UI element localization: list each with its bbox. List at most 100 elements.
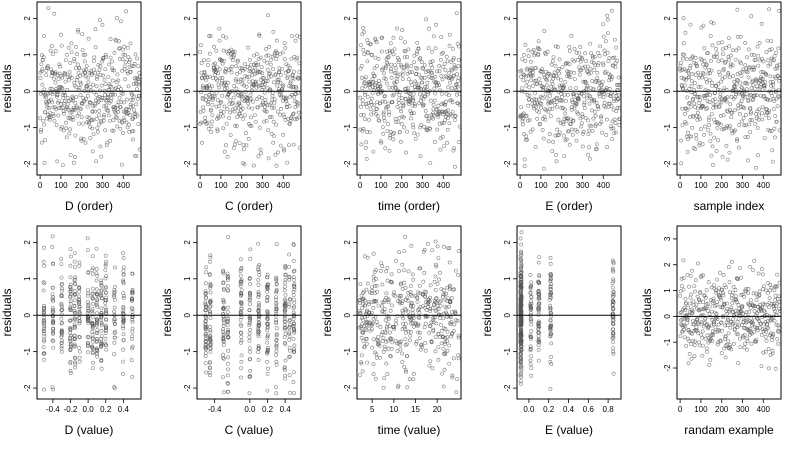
residual-point [420,291,425,296]
residual-point [554,100,559,105]
residual-point [207,334,212,338]
residual-point [399,339,404,344]
residual-point [711,329,715,334]
residual-point [711,102,716,107]
residual-point [401,115,406,120]
residual-point [767,98,772,103]
residual-point [405,65,410,70]
residual-point [521,116,526,121]
residual-point [365,281,370,286]
residual-point [750,118,755,123]
residual-point [256,291,261,296]
residual-point [689,134,694,139]
residual-point [396,101,401,105]
residual-point [433,80,438,85]
residual-point [435,244,440,249]
residual-point [99,343,104,348]
residual-point [129,337,134,341]
residual-point [65,52,69,57]
residual-point [687,134,692,139]
residual-point [415,49,419,54]
residual-point [94,271,99,276]
residual-point [99,154,104,159]
x-tick-label: 0.8 [603,405,615,414]
residual-point [389,66,393,71]
residual-point [221,48,226,53]
residual-point [425,241,430,246]
points-group [678,258,781,371]
residual-point [404,342,409,347]
residual-point [208,349,213,354]
residual-point [692,101,697,106]
residual-point [714,288,718,293]
residual-point [528,272,533,277]
residual-point [432,279,437,284]
residual-point [549,273,554,278]
residual-point [696,84,701,89]
residual-point [430,366,435,371]
residual-point [607,86,612,91]
residual-point [408,96,413,101]
residual-point [754,337,759,342]
residual-point [422,325,427,330]
residual-point [763,310,768,315]
residual-point [367,310,372,315]
residual-point [265,310,270,314]
residual-point [108,37,113,42]
residual-point [242,162,247,167]
residual-point [76,70,81,75]
residual-point [609,126,614,131]
residual-point [518,69,523,74]
residual-point [104,274,109,278]
residual-point [395,105,400,109]
residual-point [59,312,64,317]
residual-point [385,338,390,343]
residual-point [760,267,764,272]
residual-point [601,22,605,27]
residual-point [687,86,692,91]
x-tick-label: 0 [518,181,523,190]
y-tick-label: -1 [343,348,352,356]
residual-point [264,103,269,107]
residual-point [523,137,528,142]
residual-point [364,75,368,80]
residual-point [251,69,256,73]
residual-point [92,103,97,108]
residual-point [265,312,270,317]
residual-point [47,117,52,122]
residual-point [385,62,390,67]
residual-point [716,81,721,86]
residual-point [41,259,46,264]
residual-point [256,350,261,355]
residual-point [215,78,220,83]
residual-point [746,158,750,163]
residual-point [401,316,406,321]
residual-point [417,85,422,90]
residual-point [755,93,759,98]
residual-point [416,72,421,77]
residual-point [433,288,438,292]
residual-point [221,329,225,334]
residual-point [529,305,534,310]
residual-point [49,86,54,91]
residual-point [411,371,416,376]
residual-point [447,246,452,251]
residual-point [697,308,702,313]
residual-point [519,297,524,302]
residual-point [440,334,445,339]
residual-point [73,365,78,370]
residual-point [528,348,533,353]
residual-point [420,80,425,85]
residual-point [104,106,109,111]
residual-point [725,157,730,162]
residual-point [389,272,394,277]
residual-point [562,154,567,159]
residual-point [738,345,743,350]
residual-point [256,305,261,309]
residual-point [387,85,392,90]
residual-point [591,116,596,121]
residual-point [412,131,417,136]
residual-point [760,315,765,320]
residual-point [369,96,374,101]
residual-point [715,55,720,59]
